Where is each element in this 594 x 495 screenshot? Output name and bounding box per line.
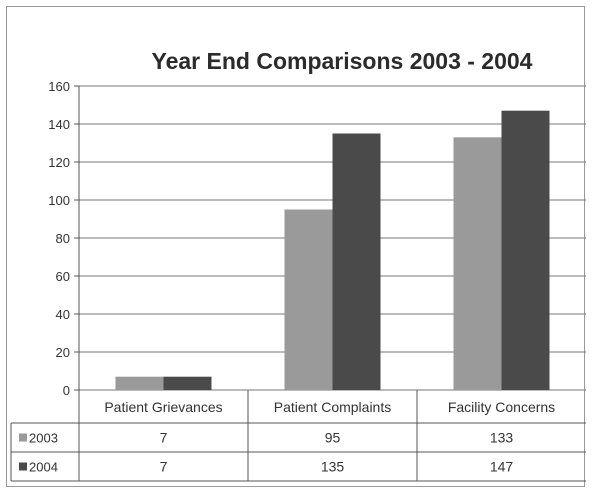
bars	[115, 110, 550, 390]
legend-swatch-2004	[19, 462, 27, 471]
y-tick-label: 60	[56, 269, 70, 284]
bar-2004-0	[163, 376, 212, 390]
y-tick-label: 140	[48, 117, 70, 132]
data-table-cell: 133	[490, 430, 514, 446]
data-table-cell: 147	[490, 459, 514, 475]
legend-label: 2003	[29, 431, 58, 446]
chart-title: Year End Comparisons 2003 - 2004	[152, 48, 533, 74]
data-table-cell: 135	[321, 459, 345, 475]
y-tick-label: 120	[48, 155, 70, 170]
y-tick-label: 40	[56, 307, 70, 322]
y-tick-label: 20	[56, 345, 70, 360]
category-label: Patient Grievances	[104, 399, 222, 415]
bar-2003-1	[284, 209, 333, 390]
bar-2004-1	[332, 133, 381, 390]
y-tick-label: 0	[63, 383, 70, 398]
chart-frame: Year End Comparisons 2003 - 2004 0 20 40 60…	[6, 6, 586, 487]
bar-2004-2	[501, 110, 550, 390]
y-tick-label: 160	[48, 79, 70, 94]
data-table-cell: 7	[160, 459, 168, 475]
category-label: Patient Complaints	[274, 399, 392, 415]
bar-2003-0	[115, 376, 164, 390]
category-label: Facility Concerns	[448, 399, 555, 415]
legend-label: 2004	[29, 460, 58, 475]
y-axis: 0 20 40 60 80 100 120 140 160	[48, 79, 80, 398]
data-table-cell: 7	[160, 430, 168, 446]
bar-chart: Year End Comparisons 2003 - 2004 0 20 40 60…	[10, 48, 586, 482]
bar-2003-2	[453, 137, 502, 390]
data-table-cell: 95	[325, 430, 341, 446]
y-tick-label: 80	[56, 231, 70, 246]
y-tick-label: 100	[48, 193, 70, 208]
data-table: Patient Grievances Patient Complaints Faci…	[10, 390, 586, 482]
legend-swatch-2003	[19, 433, 27, 442]
